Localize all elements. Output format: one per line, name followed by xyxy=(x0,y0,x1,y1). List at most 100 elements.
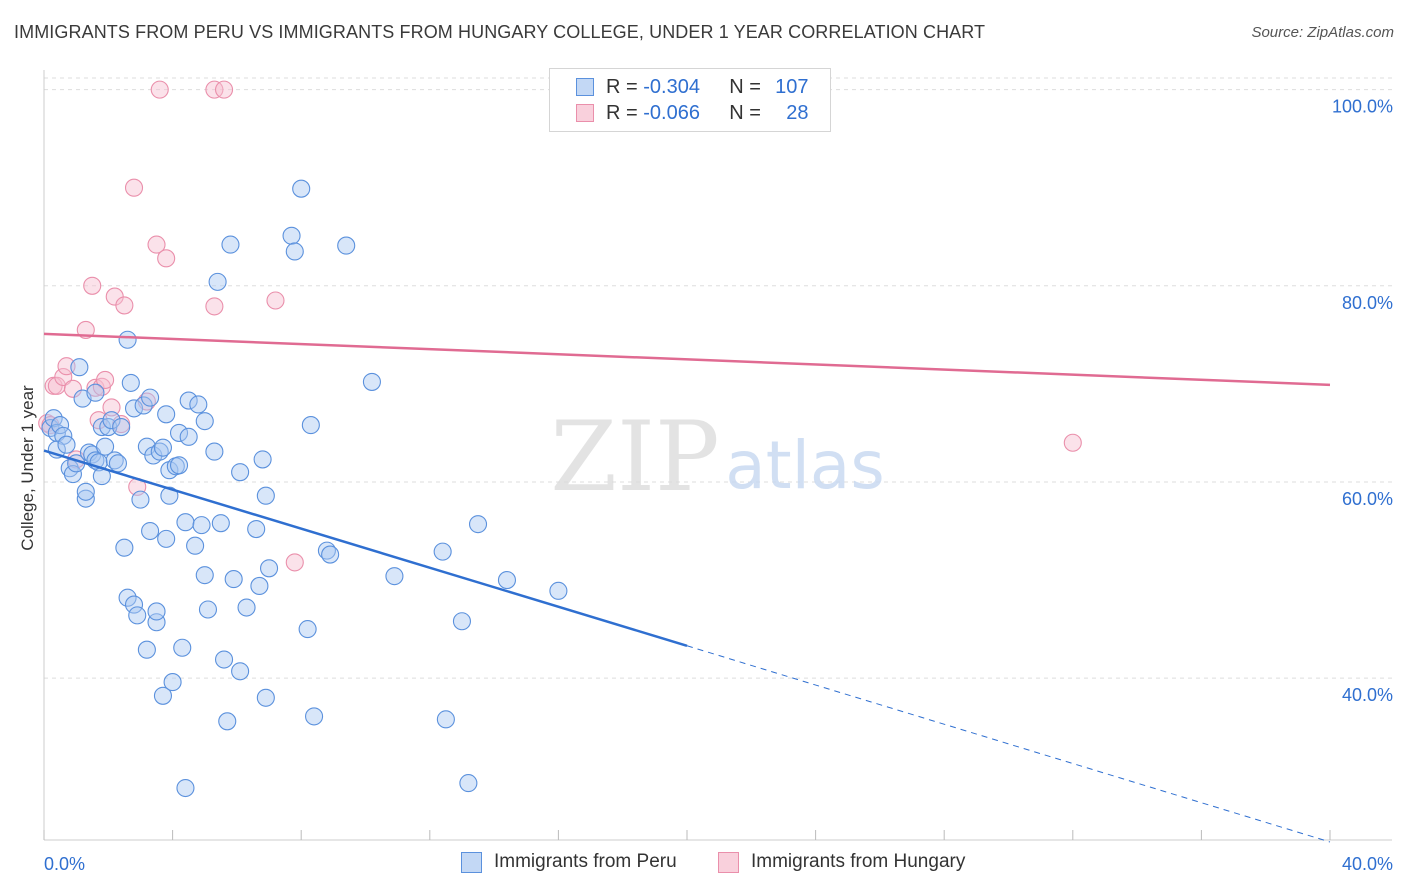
data-point-peru xyxy=(157,405,176,424)
trend-lines xyxy=(43,332,1331,843)
y-tick-label: 80.0% xyxy=(1342,293,1393,313)
data-point-peru xyxy=(497,571,517,590)
data-point-peru xyxy=(301,416,320,435)
legend-item-peru[interactable]: Immigrants from Peru xyxy=(461,851,677,873)
data-point-peru xyxy=(259,559,279,578)
data-point-hungary xyxy=(214,80,234,99)
data-point-hungary xyxy=(102,398,121,417)
data-point-peru xyxy=(250,576,269,595)
data-point-peru xyxy=(160,486,179,505)
data-point-peru xyxy=(118,588,137,607)
trend-line-peru xyxy=(43,449,688,647)
data-point-peru xyxy=(459,774,478,793)
data-point-peru xyxy=(337,236,356,255)
data-point-peru xyxy=(195,566,214,585)
watermark-zip: ZIP xyxy=(550,401,719,513)
data-point-peru xyxy=(86,383,105,402)
data-point-peru xyxy=(549,581,568,600)
y-tick-label: 100.0% xyxy=(1332,97,1393,117)
data-point-peru xyxy=(131,490,150,509)
data-point-peru xyxy=(247,520,266,539)
legend-swatch-peru-bottom xyxy=(461,851,482,873)
data-point-peru xyxy=(118,330,137,349)
data-point-peru xyxy=(385,567,404,586)
data-point-peru xyxy=(253,450,272,469)
series-legend: Immigrants from Peru Immigrants from Hun… xyxy=(0,851,1406,879)
legend-n-hungary: 28 xyxy=(786,101,809,124)
data-point-peru xyxy=(221,235,240,254)
y-axis-label: College, Under 1 year xyxy=(18,385,37,551)
data-point-peru xyxy=(128,606,147,625)
data-point-hungary xyxy=(115,296,134,315)
legend-n-peru: 107 xyxy=(775,75,809,98)
data-point-peru xyxy=(176,778,195,798)
data-point-peru xyxy=(57,435,76,454)
data-point-peru xyxy=(321,545,340,564)
data-point-hungary xyxy=(83,276,102,295)
legend-swatch-hungary xyxy=(576,104,594,122)
data-point-peru xyxy=(179,391,198,410)
data-point-peru xyxy=(195,412,214,431)
legend-swatch-hungary-bottom xyxy=(718,851,739,873)
data-point-hungary xyxy=(57,357,76,376)
data-point-peru xyxy=(256,688,275,707)
legend-swatch-peru xyxy=(576,78,594,96)
data-point-hungary xyxy=(63,379,82,398)
axes xyxy=(43,70,1392,841)
data-point-peru xyxy=(186,536,205,555)
data-point-peru xyxy=(169,423,189,442)
y-tick-label: 40.0% xyxy=(1342,685,1393,705)
data-point-peru xyxy=(44,409,63,428)
data-point-peru xyxy=(121,373,140,392)
x-tick-label: 40.0% xyxy=(1342,854,1393,874)
data-point-peru xyxy=(298,620,317,639)
data-point-hungary xyxy=(54,367,73,387)
data-point-peru xyxy=(468,515,488,534)
data-point-peru xyxy=(436,710,455,729)
legend-label-hungary: Immigrants from Hungary xyxy=(751,851,966,872)
correlation-legend: R = -0.304 N = 107 R = -0.066 N = 28 xyxy=(549,68,831,132)
data-point-peru xyxy=(218,712,237,731)
data-point-hungary xyxy=(96,370,115,390)
data-point-peru xyxy=(285,242,304,261)
data-point-peru xyxy=(124,595,144,614)
data-point-peru xyxy=(141,521,160,541)
data-point-hungary xyxy=(266,291,285,310)
data-point-hungary xyxy=(147,235,166,254)
data-point-peru xyxy=(208,272,227,291)
data-point-hungary xyxy=(150,80,169,99)
legend-item-hungary[interactable]: Immigrants from Hungary xyxy=(718,851,965,873)
data-point-peru xyxy=(153,686,173,705)
data-point-peru xyxy=(292,179,311,198)
data-point-peru xyxy=(433,542,452,561)
data-point-peru xyxy=(76,482,95,501)
data-point-peru xyxy=(70,358,89,377)
data-point-hungary xyxy=(1063,433,1082,452)
data-point-peru xyxy=(452,612,472,631)
chart-title: IMMIGRANTS FROM PERU VS IMMIGRANTS FROM … xyxy=(14,22,986,42)
data-point-peru xyxy=(211,514,230,533)
data-point-peru xyxy=(92,417,111,437)
watermark-atlas: atlas xyxy=(725,427,885,504)
trend-line-hungary xyxy=(43,332,1331,387)
legend-label-peru: Immigrants from Peru xyxy=(494,851,677,872)
data-point-peru xyxy=(163,673,182,692)
data-point-peru xyxy=(141,388,160,407)
data-point-peru xyxy=(115,538,134,557)
data-point-peru xyxy=(282,226,301,245)
data-point-hungary xyxy=(205,80,224,99)
legend-r-label: R = xyxy=(606,101,638,124)
data-point-peru xyxy=(137,640,156,659)
data-point-peru xyxy=(231,662,250,681)
data-point-peru xyxy=(256,486,275,505)
trend-line-peru-extrapolated xyxy=(686,645,1331,843)
data-point-hungary xyxy=(285,553,304,572)
data-point-peru xyxy=(192,516,211,535)
data-point-peru xyxy=(237,598,256,617)
data-point-peru xyxy=(305,707,324,726)
legend-r-hungary: -0.066 xyxy=(643,101,700,124)
data-point-peru xyxy=(224,570,243,589)
data-point-peru xyxy=(76,489,95,508)
data-point-peru xyxy=(105,451,124,470)
